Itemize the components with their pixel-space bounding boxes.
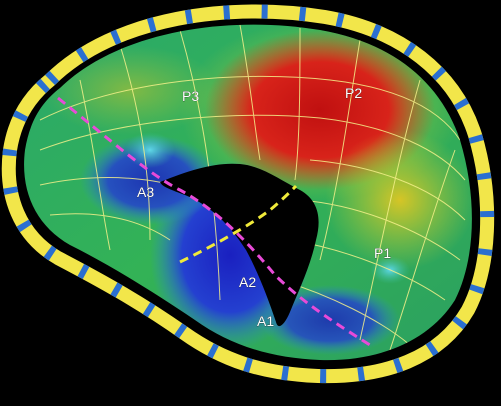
label-a2: A2 <box>239 274 256 290</box>
valve-surface <box>24 24 472 361</box>
surface-mesh <box>39 24 466 351</box>
label-p2: P2 <box>345 85 362 101</box>
label-p3: P3 <box>182 88 199 104</box>
coaptation-line <box>179 184 298 264</box>
commissure-line <box>57 96 371 347</box>
label-a3: A3 <box>137 184 154 200</box>
label-p1: P1 <box>374 245 391 261</box>
valve-orifice <box>160 163 319 327</box>
annulus-ring <box>1 4 495 384</box>
label-a1: A1 <box>257 313 274 329</box>
